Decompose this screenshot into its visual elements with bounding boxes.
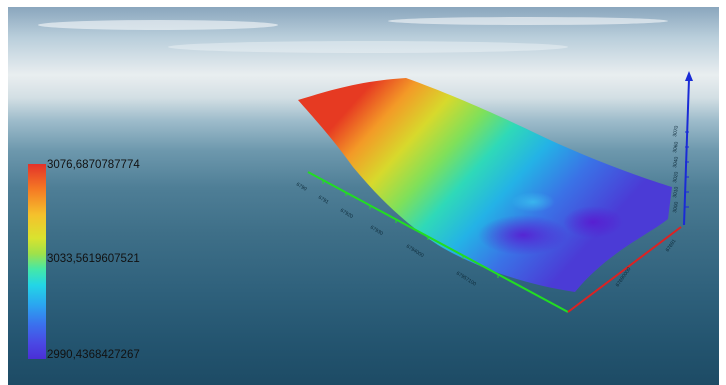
svg-text:67957100: 67957100	[455, 271, 477, 288]
svg-text:6790: 6790	[295, 182, 308, 193]
svg-text:67691: 67691	[665, 238, 678, 253]
legend-mid-label: 3033,5619607521	[47, 253, 140, 265]
legend-max-label: 3076,6870787774	[47, 159, 140, 171]
svg-text:3010: 3010	[672, 186, 680, 198]
terrain-surface[interactable]	[298, 78, 672, 292]
3d-scene[interactable]: 6790 6791 67920 67930 6794000 67957100 6…	[8, 7, 719, 385]
3d-viewport[interactable]: 6790 6791 67920 67930 6794000 67957100 6…	[8, 7, 719, 385]
color-scale-legend	[28, 164, 46, 359]
svg-text:3000: 3000	[672, 201, 680, 213]
svg-text:3040: 3040	[672, 156, 680, 168]
svg-text:67920: 67920	[339, 208, 354, 221]
svg-text:3020: 3020	[672, 171, 680, 183]
z-axis: 3070 3060 3040 3020 3010 3000	[672, 71, 693, 226]
sky-clouds	[38, 17, 668, 53]
svg-text:6791: 6791	[317, 195, 330, 206]
svg-text:3070: 3070	[672, 125, 680, 137]
svg-text:67930: 67930	[369, 225, 384, 238]
svg-text:3060: 3060	[672, 141, 680, 153]
svg-text:6794000: 6794000	[405, 244, 425, 260]
legend-min-label: 2990,4368427267	[47, 349, 140, 361]
